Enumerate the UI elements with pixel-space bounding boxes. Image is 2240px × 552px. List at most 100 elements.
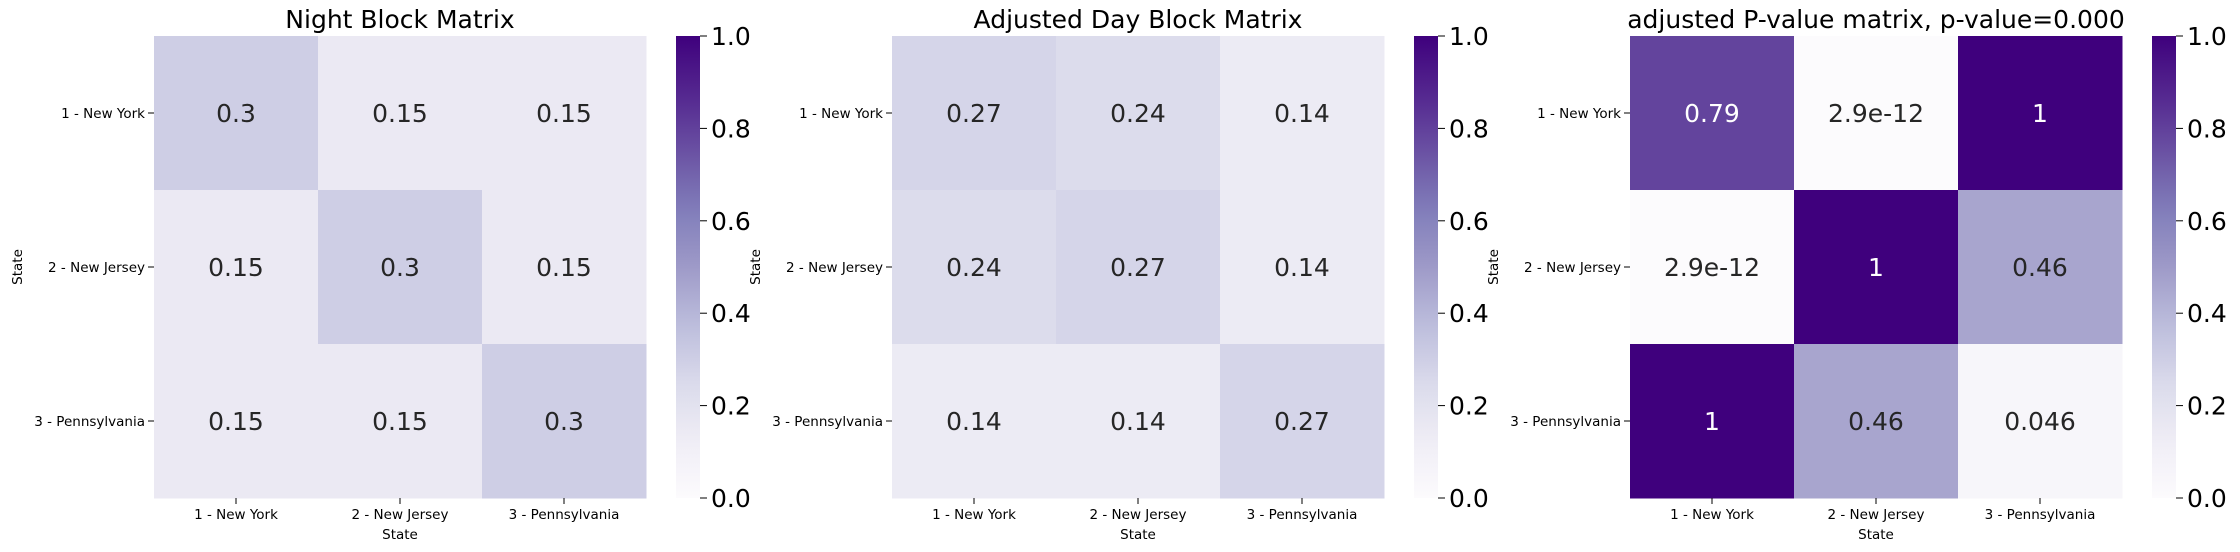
cell-value-label: 0.24 xyxy=(1110,99,1166,128)
colorbar-tick-label: 0.0 xyxy=(1449,484,1489,513)
heatmap-cell xyxy=(1794,190,1959,345)
heatmap-cell xyxy=(1958,36,2123,191)
x-tick-label: 3 - Pennsylvania xyxy=(1985,507,2096,523)
heatmap-panel-3: adjusted P-value matrix, p-value=0.000 0.… xyxy=(1486,5,2227,543)
cell-value-label: 2.9e-12 xyxy=(1828,99,1924,128)
x-tick-label: 2 - New Jersey xyxy=(1090,507,1187,523)
heatmap-cell xyxy=(1630,36,1795,191)
cell-value-label: 0.14 xyxy=(1110,407,1166,436)
cell-value-label: 0.79 xyxy=(1684,99,1740,128)
colorbar xyxy=(1414,36,1438,498)
y-tick-label: 3 - Pennsylvania xyxy=(772,414,883,430)
x-axis-label: State xyxy=(1858,527,1894,543)
colorbar-tick-label: 0.0 xyxy=(711,484,751,513)
cell-value-label: 0.15 xyxy=(372,99,428,128)
heatmap-cell xyxy=(1056,36,1221,191)
heatmap-panel-1: Night Block Matrix 0.3 0.15 0.15 0.15 0.3 0.15… xyxy=(10,5,751,543)
cell-value-label: 0.46 xyxy=(2012,253,2068,282)
cell-value-label: 1 xyxy=(1868,253,1884,282)
colorbar-tick-label: 1.0 xyxy=(2187,22,2227,51)
cell-value-label: 0.3 xyxy=(544,407,584,436)
y-tick-label: 1 - New York xyxy=(1537,106,1621,122)
heatmap-cell xyxy=(1220,36,1385,191)
x-tick-label: 1 - New York xyxy=(194,507,278,523)
colorbar-tick-label: 0.4 xyxy=(1449,299,1489,328)
x-tick-label: 2 - New Jersey xyxy=(1828,507,1925,523)
x-tick-label: 1 - New York xyxy=(1670,507,1754,523)
heatmap-cell xyxy=(892,344,1057,499)
cell-value-label: 0.3 xyxy=(380,253,420,282)
heatmap-cell xyxy=(1794,36,1959,191)
colorbar-tick-label: 1.0 xyxy=(711,22,751,51)
y-tick-label: 3 - Pennsylvania xyxy=(34,414,145,430)
cell-value-label: 0.14 xyxy=(1274,99,1330,128)
colorbar-tick-label: 0.6 xyxy=(2187,207,2227,236)
heatmap-cell xyxy=(482,190,647,345)
cell-value-label: 0.27 xyxy=(1274,407,1330,436)
x-tick-label: 1 - New York xyxy=(932,507,1016,523)
heatmap-cell xyxy=(318,190,483,345)
x-axis-label: State xyxy=(1120,527,1156,543)
heatmap-cell xyxy=(1630,190,1795,345)
y-tick-label: 2 - New Jersey xyxy=(48,260,145,276)
heatmap-cell xyxy=(892,36,1057,191)
heatmap-panel-2: Adjusted Day Block Matrix 0.27 0.24 0.14 0.2… xyxy=(748,5,1489,543)
cell-value-label: 0.27 xyxy=(1110,253,1166,282)
cell-value-label: 1 xyxy=(1704,407,1720,436)
heatmap-cell xyxy=(1056,344,1221,499)
y-tick-label: 2 - New Jersey xyxy=(786,260,883,276)
chart-title: Night Block Matrix xyxy=(285,5,514,34)
heatmap-cell xyxy=(1958,344,2123,499)
colorbar-tick-label: 1.0 xyxy=(1449,22,1489,51)
heatmap-cell xyxy=(1220,190,1385,345)
colorbar-tick-label: 0.6 xyxy=(711,207,751,236)
heatmap-cell xyxy=(154,190,319,345)
y-axis-label: State xyxy=(748,249,764,285)
cell-value-label: 0.14 xyxy=(1274,253,1330,282)
y-tick-label: 1 - New York xyxy=(61,106,145,122)
heatmap-cell xyxy=(482,344,647,499)
colorbar-tick-label: 0.4 xyxy=(2187,299,2227,328)
cell-value-label: 0.15 xyxy=(536,253,592,282)
y-axis-label: State xyxy=(10,249,26,285)
heatmap-cell xyxy=(154,344,319,499)
colorbar xyxy=(676,36,700,498)
cell-value-label: 0.46 xyxy=(1848,407,1904,436)
colorbar-tick-label: 0.6 xyxy=(1449,207,1489,236)
chart-title: adjusted P-value matrix, p-value=0.000 xyxy=(1627,5,2125,34)
colorbar-tick-label: 0.4 xyxy=(711,299,751,328)
heatmap-cell xyxy=(318,344,483,499)
x-axis-label: State xyxy=(382,527,418,543)
cell-value-label: 0.14 xyxy=(946,407,1002,436)
heatmap-cell xyxy=(318,36,483,191)
x-tick-label: 3 - Pennsylvania xyxy=(509,507,620,523)
colorbar-tick-label: 0.2 xyxy=(2187,392,2227,421)
y-tick-label: 1 - New York xyxy=(799,106,883,122)
cell-value-label: 1 xyxy=(2032,99,2048,128)
chart-title: Adjusted Day Block Matrix xyxy=(974,5,1303,34)
heatmap-cell xyxy=(1220,344,1385,499)
heatmap-cell xyxy=(1958,190,2123,345)
cell-value-label: 0.15 xyxy=(208,253,264,282)
x-tick-label: 2 - New Jersey xyxy=(352,507,449,523)
cell-value-label: 0.3 xyxy=(216,99,256,128)
heatmap-cell xyxy=(1056,190,1221,345)
y-axis-label: State xyxy=(1486,249,1502,285)
heatmap-cell xyxy=(1630,344,1795,499)
colorbar-tick-label: 0.8 xyxy=(1449,114,1489,143)
colorbar-tick-label: 0.0 xyxy=(2187,484,2227,513)
cell-value-label: 2.9e-12 xyxy=(1664,253,1760,282)
colorbar-tick-label: 0.2 xyxy=(711,392,751,421)
heatmap-cell xyxy=(892,190,1057,345)
heatmap-cell xyxy=(482,36,647,191)
y-tick-label: 2 - New Jersey xyxy=(1524,260,1621,276)
cell-value-label: 0.15 xyxy=(208,407,264,436)
heatmap-cell xyxy=(154,36,319,191)
heatmap-cell xyxy=(1794,344,1959,499)
colorbar-tick-label: 0.8 xyxy=(711,114,751,143)
cell-value-label: 0.24 xyxy=(946,253,1002,282)
colorbar-tick-label: 0.8 xyxy=(2187,114,2227,143)
y-tick-label: 3 - Pennsylvania xyxy=(1510,414,1621,430)
cell-value-label: 0.15 xyxy=(536,99,592,128)
